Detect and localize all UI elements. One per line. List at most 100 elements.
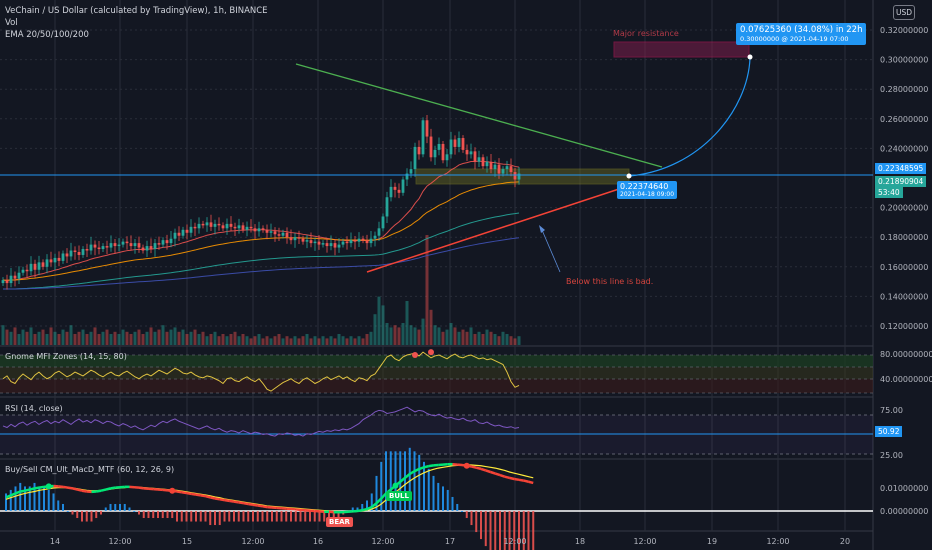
drawings[interactable] bbox=[0, 54, 873, 273]
candle-body bbox=[1, 280, 5, 284]
macd-histogram-bar bbox=[223, 511, 226, 522]
volume-bar bbox=[205, 336, 209, 345]
ascending-trendline bbox=[366, 187, 623, 273]
volume-bar bbox=[109, 334, 113, 345]
candle-body bbox=[425, 120, 429, 137]
candle-body bbox=[321, 243, 325, 245]
candle-body bbox=[17, 272, 21, 279]
volume-bar bbox=[337, 334, 341, 345]
price-tick-label: 0.30000000 bbox=[880, 56, 928, 65]
entry-point-marker bbox=[626, 173, 632, 179]
entry-date: 2021-04-18 09:00 bbox=[620, 191, 675, 198]
macd-histogram-bar bbox=[323, 511, 326, 522]
volume-bar bbox=[173, 327, 177, 345]
candle-body bbox=[173, 232, 177, 239]
volume-bar bbox=[477, 331, 481, 345]
major-resistance-label[interactable]: Major resistance bbox=[613, 29, 679, 38]
volume-bar bbox=[1, 325, 5, 345]
price-tick-label: 0.18000000 bbox=[880, 233, 928, 242]
volume-bar bbox=[377, 296, 381, 345]
volume-bar bbox=[269, 338, 273, 345]
macd-histogram-bar bbox=[532, 511, 535, 550]
rsi-value-tag: 50.92 bbox=[875, 426, 903, 437]
macd-histogram-bar bbox=[5, 493, 7, 511]
volume-bar bbox=[25, 331, 29, 345]
volume-bar bbox=[513, 338, 517, 345]
volume-bar bbox=[305, 334, 309, 345]
macd-legend[interactable]: Buy/Sell CM_Ult_MacD_MTF (60, 12, 26, 9) bbox=[5, 465, 175, 474]
candle-body bbox=[277, 234, 281, 236]
candle-body bbox=[297, 237, 301, 239]
symbol-title[interactable]: VeChain / US Dollar (calculated by Tradi… bbox=[5, 6, 268, 16]
macd-histogram-bar bbox=[366, 500, 368, 511]
vol-legend[interactable]: Vol bbox=[5, 18, 18, 28]
macd-fast-segment bbox=[29, 487, 35, 491]
time-axis[interactable]: 14 12:00 15 12:00 16 12:00 17 12:00 18 12:00 19 12:… bbox=[50, 537, 850, 546]
candle-body bbox=[365, 240, 369, 244]
ema-legend[interactable]: EMA 20/50/100/200 bbox=[5, 30, 89, 40]
candle-body bbox=[125, 241, 129, 244]
macd-histogram-bar bbox=[432, 475, 435, 511]
candle-body bbox=[473, 151, 477, 162]
volume-bar bbox=[441, 331, 445, 345]
volume-bar bbox=[245, 336, 249, 345]
grid-lines bbox=[0, 0, 874, 550]
indicator-lines bbox=[2, 349, 535, 550]
candle-body bbox=[257, 228, 261, 232]
projection-sub: 0.30000000 @ 2021-04-19 07:00 bbox=[740, 35, 849, 43]
currency-button[interactable]: USD bbox=[893, 5, 915, 20]
macd-histogram-bar bbox=[465, 511, 468, 519]
macd-histogram-bar bbox=[62, 503, 64, 511]
macd-fast-segment bbox=[10, 492, 16, 497]
bull-signal-label: BULL bbox=[386, 491, 412, 501]
candle-body bbox=[65, 253, 69, 257]
volume-bar bbox=[293, 336, 297, 345]
macd-histogram-bar bbox=[109, 503, 112, 511]
projection-label[interactable]: 0.07625360 (34.08%) in 22h 0.30000000 @ … bbox=[736, 23, 867, 45]
macd-histogram-bar bbox=[142, 511, 145, 519]
volume-bar bbox=[9, 331, 13, 345]
candle-body bbox=[317, 241, 321, 245]
candle-body bbox=[205, 222, 209, 226]
macd-histogram-bar bbox=[176, 511, 178, 522]
macd-histogram-bar bbox=[404, 451, 406, 511]
rsi-line bbox=[2, 406, 520, 437]
macd-fast-segment bbox=[81, 489, 87, 493]
macd-histogram-bar bbox=[261, 511, 264, 522]
candle-body bbox=[417, 146, 421, 155]
macd-fast-segment bbox=[494, 472, 501, 477]
macd-histogram-bar bbox=[114, 503, 117, 511]
macd-histogram-bar bbox=[370, 493, 373, 511]
volume-bar bbox=[37, 331, 41, 345]
macd-histogram-bar bbox=[380, 461, 383, 511]
volume-bar bbox=[185, 334, 189, 345]
mfi-high-zone bbox=[0, 355, 873, 367]
macd-histogram-bar bbox=[294, 511, 297, 522]
below-line-note[interactable]: Below this line is bad. bbox=[566, 277, 654, 286]
macd-cross-dot bbox=[463, 462, 470, 469]
volume-bar bbox=[429, 309, 433, 345]
candle-body bbox=[25, 269, 29, 272]
entry-label[interactable]: 0.22374640 2021-04-18 09:00 bbox=[617, 181, 678, 199]
candle-body bbox=[93, 244, 97, 248]
macd-histogram-bar bbox=[503, 511, 506, 550]
macd-histogram-bar bbox=[318, 511, 321, 522]
macd-histogram-bar bbox=[337, 511, 340, 519]
macd-histogram-bar bbox=[233, 511, 235, 522]
macd-histogram-bar bbox=[285, 511, 288, 522]
mfi-legend[interactable]: Gnome MFI Zones (14, 15, 80) bbox=[5, 352, 127, 361]
candle-body bbox=[241, 225, 245, 230]
price-candles[interactable] bbox=[1, 114, 521, 290]
volume-bar bbox=[277, 334, 281, 345]
candle-body bbox=[449, 139, 453, 155]
rsi-legend[interactable]: RSI (14, close) bbox=[5, 404, 63, 413]
price-axis[interactable]: 0.32000000 0.30000000 0.28000000 0.26000000… bbox=[880, 26, 932, 516]
candle-body bbox=[165, 240, 169, 244]
volume-bar bbox=[101, 331, 105, 345]
macd-histogram-bar bbox=[90, 511, 93, 522]
macd-fast-segment bbox=[413, 467, 420, 473]
volume-bar bbox=[113, 331, 117, 345]
volume-bar bbox=[449, 323, 453, 345]
volume-bar bbox=[317, 338, 321, 345]
